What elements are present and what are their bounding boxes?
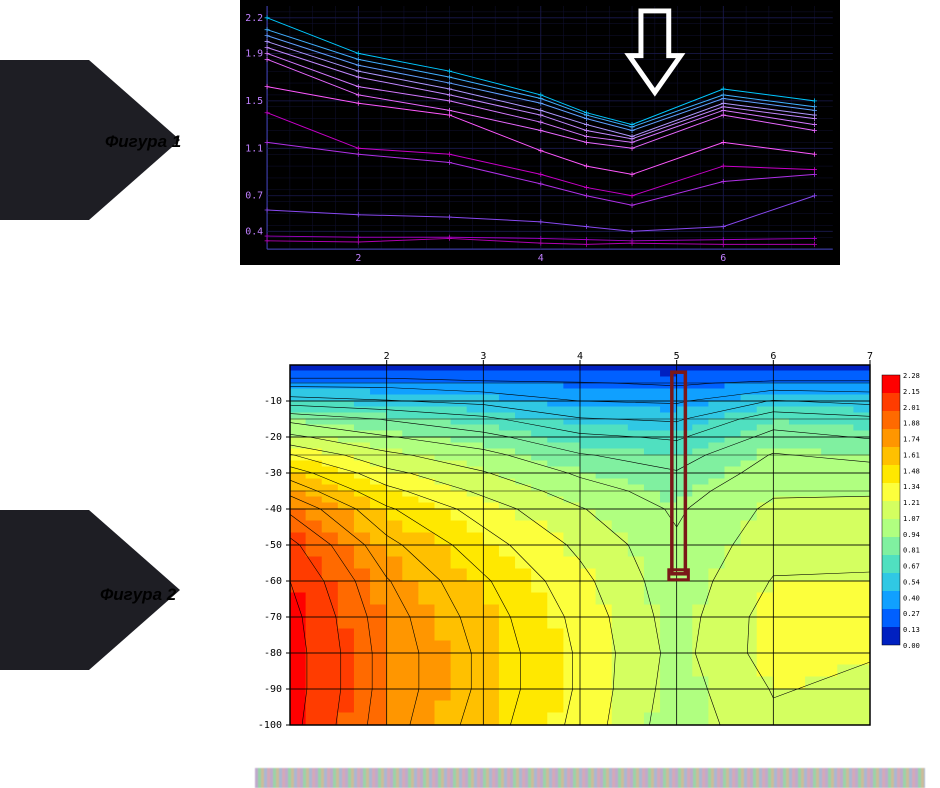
svg-text:-50: -50 [264,540,282,551]
svg-text:1.48: 1.48 [903,467,920,475]
svg-text:-100: -100 [258,720,282,731]
svg-text:2.2: 2.2 [245,13,263,24]
svg-text:6: 6 [720,253,726,264]
svg-text:-10: -10 [264,396,282,407]
svg-text:0.67: 0.67 [903,563,920,571]
svg-text:2: 2 [355,253,361,264]
svg-text:-70: -70 [264,612,282,623]
svg-text:0.4: 0.4 [245,226,263,237]
svg-text:0.40: 0.40 [903,594,920,602]
svg-text:-90: -90 [264,684,282,695]
svg-text:1.74: 1.74 [903,436,920,444]
figure1-line-chart: 0.4 0.7 1.1 1.5 1.9 2.2 2 4 6 [240,0,840,265]
svg-text:2.01: 2.01 [903,404,920,412]
svg-text:1.07: 1.07 [903,515,920,523]
svg-text:4: 4 [538,253,544,264]
noise-strip [255,768,925,788]
svg-text:0.7: 0.7 [245,191,263,202]
svg-text:-80: -80 [264,648,282,659]
svg-text:1.21: 1.21 [903,499,920,507]
svg-text:-30: -30 [264,468,282,479]
svg-text:1.9: 1.9 [245,48,263,59]
svg-text:0.00: 0.00 [903,642,920,650]
svg-text:1.5: 1.5 [245,96,263,107]
svg-text:0.81: 0.81 [903,547,920,555]
svg-text:-20: -20 [264,432,282,443]
svg-text:2.15: 2.15 [903,388,920,396]
svg-text:0.27: 0.27 [903,610,920,618]
figure2-svg: 234567-10-20-30-40-50-60-70-80-90-1002.2… [240,345,940,735]
svg-text:1.88: 1.88 [903,420,920,428]
svg-text:-60: -60 [264,576,282,587]
svg-text:0.13: 0.13 [903,626,920,634]
svg-text:-40: -40 [264,504,282,515]
svg-text:1.34: 1.34 [903,483,920,491]
figure1-label: Фигура 1 [105,132,181,152]
svg-text:2.28: 2.28 [903,372,920,380]
svg-text:0.94: 0.94 [903,531,920,539]
figure1-svg: 0.4 0.7 1.1 1.5 1.9 2.2 2 4 6 [241,1,839,264]
svg-text:1.61: 1.61 [903,451,920,459]
svg-text:1.1: 1.1 [245,143,263,154]
svg-text:0.54: 0.54 [903,578,920,586]
figure2-contour-chart: 234567-10-20-30-40-50-60-70-80-90-1002.2… [240,345,940,735]
figure2-label: Фигура 2 [100,585,176,605]
